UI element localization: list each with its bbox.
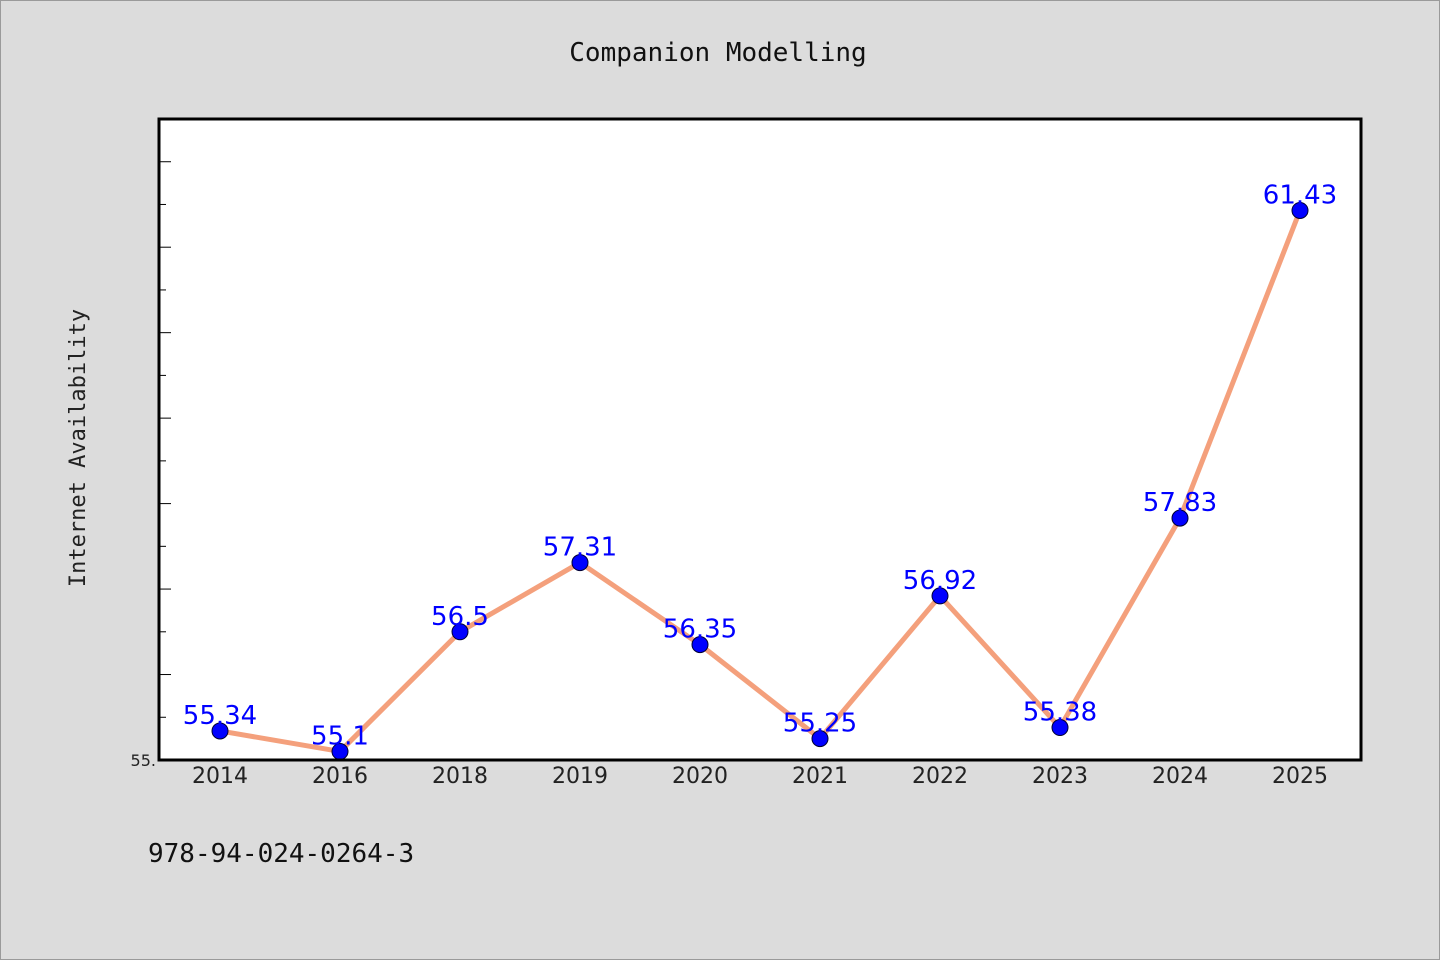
data-point [571, 554, 589, 572]
data-point [1171, 509, 1189, 527]
data-point [931, 587, 949, 605]
y-axis-tick-label: 55. [131, 751, 156, 770]
plot-area [159, 119, 1361, 760]
x-axis-tick-label: 2024 [1152, 764, 1208, 789]
x-axis-tick-labels: 2014 2016 2018 2019 2020 2021 2022 2023 2024 2025 [192, 764, 1328, 789]
x-axis-tick-label: 2016 [312, 764, 368, 789]
x-axis-tick-label: 2025 [1272, 764, 1328, 789]
x-axis-tick-label: 2023 [1032, 764, 1088, 789]
x-axis-tick-label: 2019 [552, 764, 608, 789]
data-label: 56.5 [431, 602, 489, 632]
x-axis-tick-label: 2022 [912, 764, 968, 789]
data-label: 55.25 [783, 709, 857, 739]
plot-border [157, 117, 1363, 762]
data-markers [211, 201, 1309, 760]
data-label: 55.34 [183, 701, 257, 731]
data-point [691, 636, 709, 654]
data-point [811, 730, 829, 748]
data-label: 61.43 [1263, 180, 1337, 210]
x-axis-tick-label: 2014 [192, 764, 248, 789]
data-label: 57.83 [1143, 488, 1217, 518]
data-point [451, 623, 469, 641]
data-point [1291, 201, 1309, 219]
data-label: 56.35 [663, 615, 737, 645]
data-point [211, 722, 229, 740]
data-point [1051, 719, 1069, 737]
x-axis-tick-label: 2021 [792, 764, 848, 789]
y-axis-label: Internet Availability [66, 309, 91, 587]
x-axis-tick-label: 2018 [432, 764, 488, 789]
series-line [217, 207, 1303, 754]
data-label: 57.31 [543, 533, 617, 563]
data-label: 55.1 [311, 721, 369, 751]
data-labels: 55.34 55.1 56.5 57.31 56.35 55.25 56.92 55.38 57… [183, 180, 1337, 751]
x-axis-tick-label: 2020 [672, 764, 728, 789]
footer-isbn: 978-94-024-0264-3 [148, 839, 414, 869]
data-label: 56.92 [903, 566, 977, 596]
chart-title: Companion Modelling [569, 38, 866, 68]
data-label: 55.38 [1023, 698, 1097, 728]
